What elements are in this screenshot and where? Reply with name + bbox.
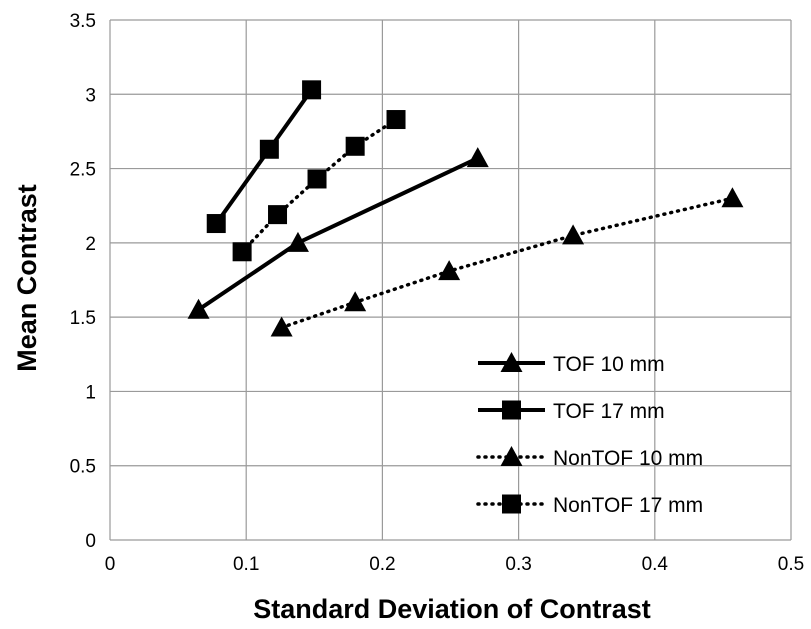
data-point — [562, 224, 585, 245]
legend: TOF 10 mm TOF 17 mm NonTOF 10 mm NonTOF 17 … — [476, 352, 703, 517]
data-point — [187, 298, 210, 319]
y-tick-label: 1 — [85, 382, 96, 403]
legend-entry-0: TOF 10 mm — [478, 352, 665, 376]
y-tick-label: 2.5 — [70, 160, 96, 181]
x-tick-label: 0.5 — [778, 554, 804, 575]
legend-marker — [500, 446, 523, 466]
legend-label: TOF 10 mm — [553, 353, 665, 376]
data-point — [307, 169, 327, 189]
y-tick-label: 0.5 — [70, 457, 96, 478]
legend-marker — [502, 494, 521, 514]
legend-marker — [502, 400, 521, 420]
legend-label: NonTOF 17 mm — [553, 494, 703, 517]
series-1 — [206, 80, 322, 234]
series-0 — [187, 147, 489, 319]
legend-label: TOF 17 mm — [553, 400, 665, 423]
data-point — [466, 147, 489, 168]
legend-label: NonTOF 10 mm — [553, 447, 703, 470]
y-tick-labels: 0 0.5 1 1.5 2 2.5 3 3.5 — [70, 11, 96, 552]
x-axis-title: Standard Deviation of Contrast — [253, 594, 651, 624]
series-layer — [187, 80, 744, 337]
data-point — [286, 231, 309, 252]
legend-entry-1: TOF 17 mm — [478, 400, 665, 423]
y-tick-label: 3 — [85, 85, 96, 106]
y-axis-title: Mean Contrast — [12, 184, 42, 372]
data-point — [438, 260, 461, 281]
data-point — [386, 110, 406, 130]
series-2 — [270, 187, 744, 337]
data-point — [721, 187, 744, 208]
x-tick-label: 0.1 — [233, 554, 259, 575]
x-tick-label: 0 — [105, 554, 116, 575]
legend-marker — [500, 352, 523, 372]
y-tick-label: 2 — [85, 234, 96, 255]
series-line — [197, 156, 479, 312]
x-tick-labels: 0 0.1 0.2 0.3 0.4 0.5 — [105, 554, 805, 575]
data-point — [302, 80, 322, 100]
data-point — [270, 316, 293, 337]
x-tick-label: 0.4 — [642, 554, 669, 575]
grid — [109, 19, 792, 541]
data-point — [232, 242, 252, 262]
y-tick-label: 1.5 — [70, 308, 96, 329]
series-3 — [232, 110, 406, 262]
x-tick-label: 0.2 — [369, 554, 395, 575]
data-point — [206, 214, 226, 234]
x-tick-label: 0.3 — [505, 554, 531, 575]
data-point — [268, 205, 288, 225]
data-point — [259, 139, 279, 159]
data-point — [345, 136, 365, 156]
data-point — [344, 291, 367, 312]
y-tick-label: 3.5 — [70, 11, 96, 32]
legend-entry-3: NonTOF 17 mm — [476, 494, 703, 517]
legend-entry-2: NonTOF 10 mm — [476, 446, 703, 470]
y-tick-label: 0 — [85, 531, 96, 552]
